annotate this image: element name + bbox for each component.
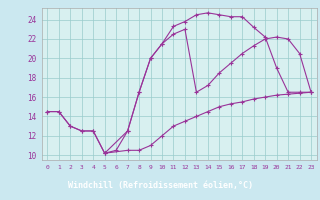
Text: Windchill (Refroidissement éolien,°C): Windchill (Refroidissement éolien,°C) [68, 181, 252, 190]
